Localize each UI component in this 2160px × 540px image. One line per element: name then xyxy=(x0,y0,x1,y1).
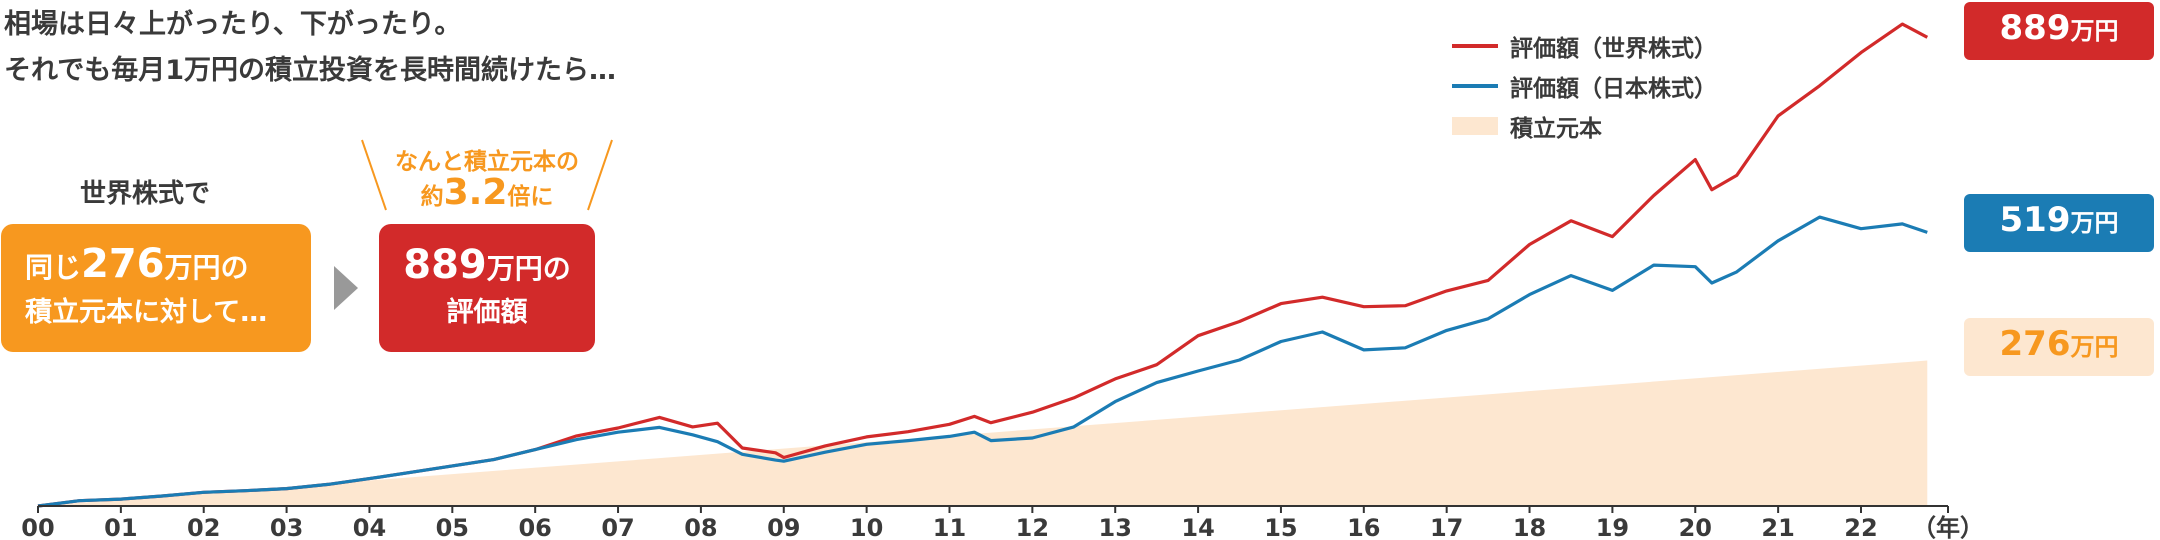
x-tick-label-00: 00 xyxy=(21,514,54,540)
multiple-callout-value: 3.2 xyxy=(443,172,508,213)
principal-callout-unit: 万円の xyxy=(164,251,249,284)
callout-brackets xyxy=(361,139,613,211)
valuation-callout-box: 889万円の 評価額 xyxy=(379,224,595,352)
x-tick-label-07: 07 xyxy=(601,514,634,540)
multiple-callout-pre: 約 xyxy=(420,184,444,210)
multiple-callout-line-1: なんと積立元本の xyxy=(395,149,579,175)
legend-label-world: 評価額（世界株式） xyxy=(1510,36,1717,62)
x-tick-label-12: 12 xyxy=(1016,514,1049,540)
multiple-callout: なんと積立元本の 約3.2倍に xyxy=(360,138,614,214)
x-tick-label-15: 15 xyxy=(1264,514,1297,540)
principal-callout-amount: 276 xyxy=(81,241,165,287)
x-tick-label-13: 13 xyxy=(1099,514,1132,540)
legend-swatch-world xyxy=(1452,44,1498,48)
end-value-badge-principal: 276 万円 xyxy=(1964,318,2154,376)
legend-swatch-principal xyxy=(1452,117,1498,135)
x-tick-label-14: 14 xyxy=(1181,514,1214,540)
multiple-callout-post: 倍に xyxy=(507,184,554,210)
x-tick-label-21: 21 xyxy=(1761,514,1794,540)
valuation-callout-line-1: 889万円の xyxy=(403,242,571,292)
principal-callout-line-1: 同じ276万円の xyxy=(25,241,311,291)
end-value-badge-world: 889 万円 xyxy=(1964,2,2154,60)
x-tick-label-11: 11 xyxy=(933,514,966,540)
x-tick-label-03: 03 xyxy=(270,514,303,540)
end-value-world-num: 889 xyxy=(1999,8,2071,48)
x-tick-label-18: 18 xyxy=(1513,514,1546,540)
multiple-callout-line-2: 約3.2倍に xyxy=(360,172,614,213)
legend-item-japan: 評価額（日本株式） xyxy=(1452,66,1717,106)
x-tick-label-16: 16 xyxy=(1347,514,1380,540)
x-axis-unit-label: （年） xyxy=(1912,514,1984,540)
principal-area xyxy=(38,360,1928,506)
end-value-japan-unit: 万円 xyxy=(2070,209,2119,237)
x-tick-label-01: 01 xyxy=(104,514,137,540)
right-arrow-icon xyxy=(334,266,358,310)
x-tick-label-05: 05 xyxy=(436,514,469,540)
x-tick-label-09: 09 xyxy=(767,514,800,540)
end-value-badge-japan: 519 万円 xyxy=(1964,194,2154,252)
chart-legend: 評価額（世界株式） 評価額（日本株式） 積立元本 xyxy=(1452,26,1717,146)
principal-callout-box: 同じ276万円の 積立元本に対して… xyxy=(1,224,311,352)
end-value-japan-num: 519 xyxy=(1999,200,2071,240)
valuation-callout-amount: 889 xyxy=(403,242,487,288)
x-tick-label-02: 02 xyxy=(187,514,220,540)
valuation-callout-line-2: 評価額 xyxy=(446,297,528,328)
legend-item-principal: 積立元本 xyxy=(1452,106,1717,146)
series-line-japan xyxy=(37,215,1928,508)
x-tick-label-19: 19 xyxy=(1596,514,1629,540)
x-tick-label-10: 10 xyxy=(850,514,883,540)
valuation-callout-unit: 万円の xyxy=(486,252,571,285)
intro-text: 相場は日々上がったり、下がったり。 それでも毎月1万円の積立投資を長時間続けたら… xyxy=(4,2,616,94)
x-tick-label-17: 17 xyxy=(1430,514,1463,540)
world-stock-heading: 世界株式で xyxy=(80,179,211,209)
end-value-principal-unit: 万円 xyxy=(2070,333,2119,361)
end-value-principal-num: 276 xyxy=(1999,324,2071,364)
legend-item-world: 評価額（世界株式） xyxy=(1452,26,1717,66)
x-tick-label-08: 08 xyxy=(684,514,717,540)
x-tick-label-20: 20 xyxy=(1679,514,1712,540)
legend-swatch-japan xyxy=(1452,84,1498,88)
principal-callout-pre: 同じ xyxy=(25,251,82,284)
legend-label-principal: 積立元本 xyxy=(1510,116,1602,142)
intro-line-2: それでも毎月1万円の積立投資を長時間続けたら… xyxy=(4,55,616,86)
intro-line-1: 相場は日々上がったり、下がったり。 xyxy=(4,9,462,40)
principal-callout-line-2: 積立元本に対して… xyxy=(25,297,268,328)
x-tick-label-04: 04 xyxy=(353,514,386,540)
x-tick-label-06: 06 xyxy=(518,514,551,540)
x-tick-label-22: 22 xyxy=(1844,514,1877,540)
legend-label-japan: 評価額（日本株式） xyxy=(1510,76,1717,102)
end-value-world-unit: 万円 xyxy=(2070,17,2119,45)
